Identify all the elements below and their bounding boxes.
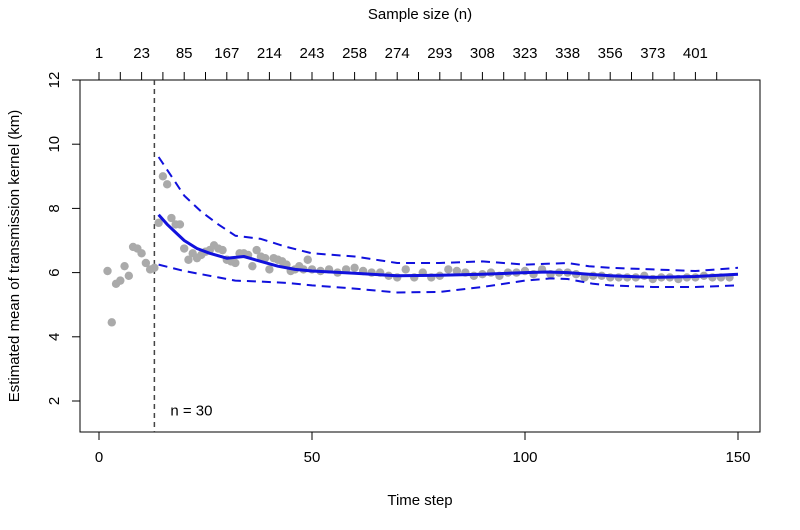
data-point xyxy=(248,261,257,271)
data-point xyxy=(158,172,168,181)
data-point xyxy=(162,180,172,189)
y-tick-label: 6 xyxy=(46,268,63,276)
y-tick-label: 2 xyxy=(46,397,63,405)
x-axis-label: Time step xyxy=(387,492,452,509)
top-tick-label: 243 xyxy=(299,45,324,62)
x-tick-label: 100 xyxy=(512,449,537,466)
data-point xyxy=(137,249,146,258)
data-point xyxy=(175,220,185,229)
data-point xyxy=(260,253,270,263)
x-axis-bottom: 0 50 100 150 xyxy=(95,432,751,466)
plot-area xyxy=(103,80,739,432)
top-tick-label: 356 xyxy=(598,45,623,62)
data-point xyxy=(116,276,125,285)
data-point xyxy=(120,261,129,271)
top-tick-label: 274 xyxy=(385,45,410,62)
y-axis-label: Estimated mean of transmission kernel (k… xyxy=(6,110,23,403)
data-point xyxy=(452,266,462,276)
x-tick-label: 150 xyxy=(725,449,750,466)
data-point xyxy=(184,255,193,264)
lower-bound-line xyxy=(158,263,739,294)
data-point xyxy=(167,213,176,223)
data-point xyxy=(350,263,359,272)
x-tick-label: 50 xyxy=(304,449,321,466)
data-point xyxy=(218,245,227,255)
x-axis-top: 1 23 85 167 214 243 258 274 293 308 323 338 356 373 40… xyxy=(95,45,718,80)
top-tick-label: 401 xyxy=(683,45,708,62)
top-tick-label: 308 xyxy=(470,45,495,62)
top-tick-label: 323 xyxy=(512,45,537,62)
upper-bound-line xyxy=(157,156,739,272)
y-tick-label: 10 xyxy=(46,136,63,153)
top-axis-label: Sample size (n) xyxy=(368,6,472,23)
top-tick-label: 373 xyxy=(640,45,665,62)
top-tick-label: 85 xyxy=(176,45,193,62)
top-tick-label: 167 xyxy=(214,45,239,62)
y-tick-label: 4 xyxy=(46,333,63,341)
data-point xyxy=(180,244,189,253)
data-point xyxy=(141,258,151,268)
top-tick-label: 214 xyxy=(257,45,282,62)
data-point xyxy=(107,318,116,327)
top-tick-label: 293 xyxy=(427,45,452,62)
data-point xyxy=(252,245,261,255)
plot-frame xyxy=(79,79,761,433)
top-tick-label: 258 xyxy=(342,45,367,62)
y-axis-left: 2 4 6 8 10 12 xyxy=(46,72,80,405)
y-tick-label: 12 xyxy=(46,72,63,89)
vline-annotation: n = 30 xyxy=(170,403,212,420)
data-point xyxy=(124,271,134,281)
top-tick-label: 338 xyxy=(555,45,580,62)
data-point xyxy=(154,218,163,228)
data-point xyxy=(401,265,410,274)
data-point xyxy=(103,266,112,276)
data-point xyxy=(265,265,274,274)
x-tick-label: 0 xyxy=(95,449,103,466)
mean-estimate-line xyxy=(157,213,739,279)
data-point xyxy=(444,265,453,274)
data-point xyxy=(150,263,159,272)
y-tick-label: 8 xyxy=(46,204,63,212)
data-point xyxy=(303,255,312,264)
top-tick-label: 1 xyxy=(95,45,103,62)
top-tick-label: 23 xyxy=(133,45,150,62)
data-point xyxy=(231,258,240,268)
